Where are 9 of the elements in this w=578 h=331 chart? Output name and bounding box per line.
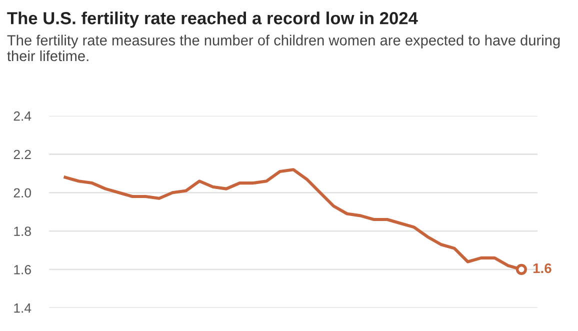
- data-label: 1.6: [533, 263, 552, 274]
- chart-subtitle: The fertility rate measures the number of children women are expected to have during their lifetime.: [7, 34, 560, 62]
- y-tick-label: 2.2: [14, 150, 31, 160]
- chart-title: The U.S. fertility rate reached a record low in 2024: [7, 12, 418, 28]
- y-tick-label: 2.4: [14, 111, 32, 121]
- y-tick-label: 2.0: [14, 188, 31, 198]
- y-tick-label: 1.8: [14, 226, 31, 236]
- y-tick-label: 1.4: [14, 304, 32, 313]
- y-tick-label: 1.6: [14, 265, 31, 274]
